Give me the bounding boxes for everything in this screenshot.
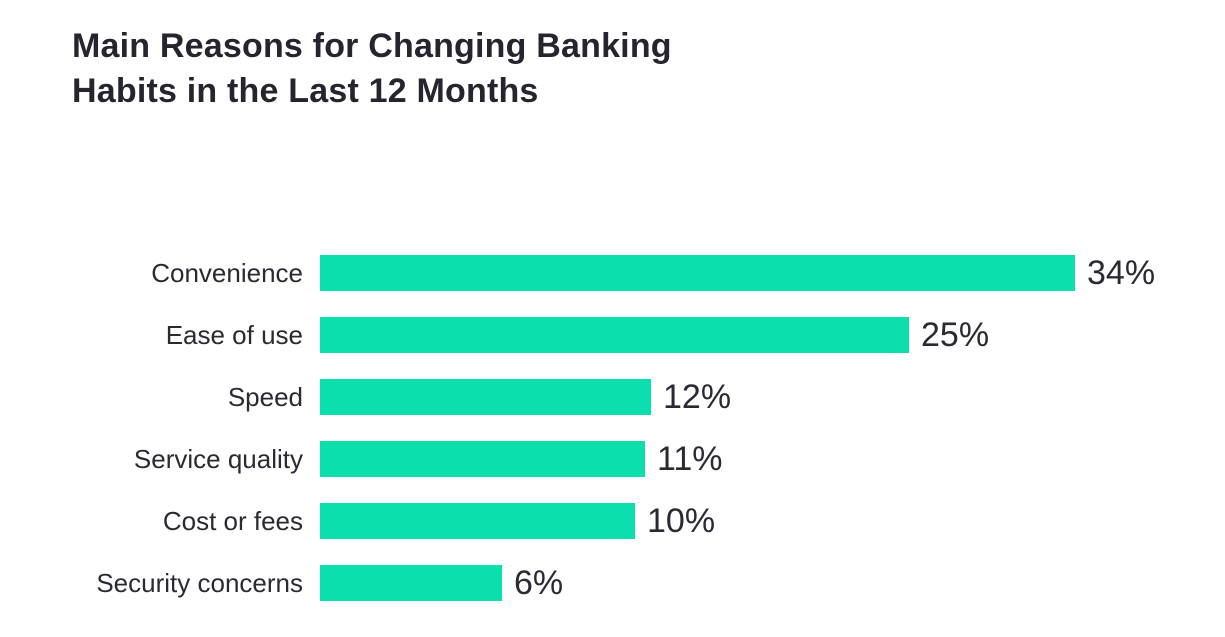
value-label: 34% [1087,253,1156,292]
value-label: 11% [657,439,723,478]
category-label: Convenience [151,257,303,288]
value-label: 10% [647,501,716,540]
category-label: Security concerns [96,567,303,598]
bar-row: Cost or fees 10% [0,501,1225,540]
bar [320,379,651,415]
bar-row: Security concerns 6% [0,563,1225,602]
chart-title-line-2: Habits in the Last 12 Months [72,72,539,110]
bar [320,441,645,477]
bar [320,565,502,601]
chart-title-line-1: Main Reasons for Changing Banking [72,27,672,65]
value-label: 12% [663,377,732,416]
category-label: Service quality [133,443,303,474]
category-label: Speed [227,381,303,412]
value-label: 6% [514,563,564,602]
bar [320,317,909,353]
bar-row: Service quality 11% [0,439,1225,478]
bar [320,255,1075,291]
value-label: 25% [921,315,990,354]
bar [320,503,635,539]
category-label: Cost or fees [162,505,303,536]
chart-title: Main Reasons for Changing Banking Habits… [72,24,672,114]
bar-rows: Convenience 34% Ease of use 25% Speed 12% Serv… [0,253,1225,627]
bar-row: Ease of use 25% [0,315,1225,354]
bar-row: Speed 12% [0,377,1225,416]
bar-row: Convenience 34% [0,253,1225,292]
category-label: Ease of use [165,319,303,350]
